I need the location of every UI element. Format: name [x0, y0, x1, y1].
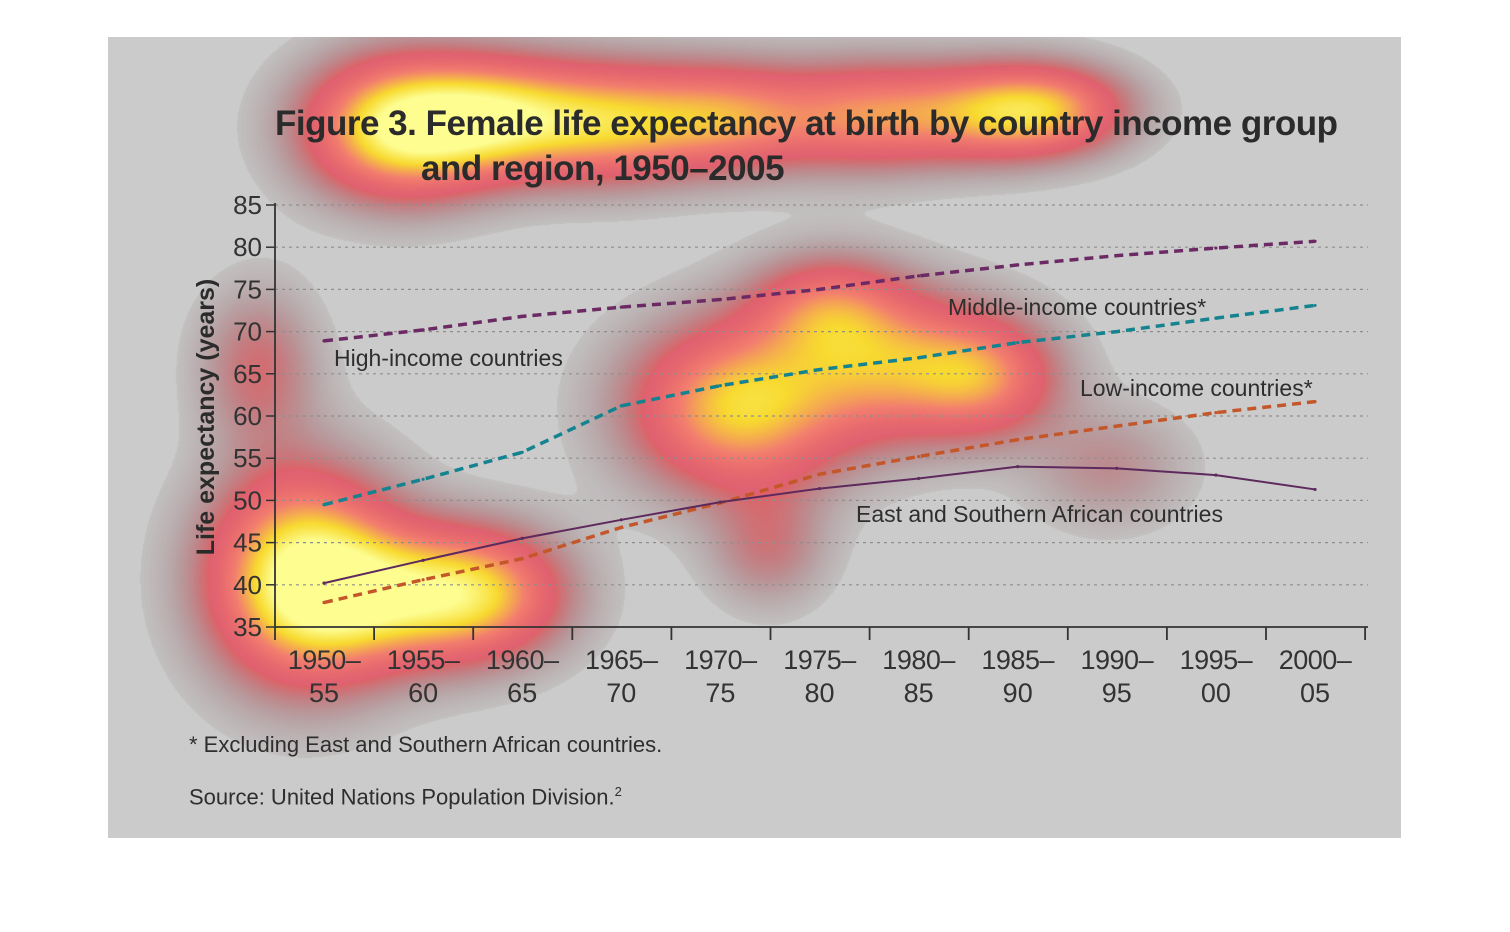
x-tick-label: 75	[705, 678, 735, 708]
x-tick-label: 1965–	[585, 645, 658, 675]
data-point	[817, 287, 822, 291]
data-point	[1115, 254, 1119, 258]
data-point	[1313, 239, 1317, 243]
data-point	[322, 581, 326, 585]
data-point	[1214, 246, 1218, 250]
data-point	[817, 367, 822, 372]
data-point	[1313, 400, 1317, 404]
data-point	[322, 339, 326, 343]
attention-heatmap-overlay	[108, 37, 1401, 838]
x-tick-label: 55	[309, 678, 339, 708]
x-tick-label: 95	[1102, 678, 1132, 708]
data-point	[1115, 330, 1119, 334]
data-point	[917, 274, 921, 278]
chart-title-line-1: Figure 3. Female life expectancy at birt…	[275, 104, 1338, 143]
data-point	[917, 454, 921, 459]
x-tick-label: 1975–	[783, 645, 856, 675]
series-label: High-income countries	[334, 345, 563, 371]
chart-title-line-2: and region, 1950–2005	[421, 149, 785, 188]
data-point	[718, 384, 723, 388]
x-tick-label: 90	[1003, 678, 1033, 708]
data-point	[1214, 316, 1218, 320]
data-point	[520, 536, 524, 540]
x-tick-label: 1950–	[288, 645, 361, 675]
x-tick-label: 1955–	[387, 645, 460, 675]
data-point	[1313, 487, 1317, 492]
figure-panel: Figure 3. Female life expectancy at birt…	[108, 37, 1401, 838]
data-point	[718, 297, 723, 302]
data-point	[1016, 465, 1020, 469]
x-tick-label: 60	[408, 678, 438, 708]
y-tick-label: 50	[233, 485, 262, 515]
data-point	[718, 500, 723, 504]
data-point	[1016, 438, 1020, 442]
x-tick-label: 80	[804, 678, 834, 708]
x-tick-label: 1960–	[486, 645, 559, 675]
y-tick-label: 45	[233, 528, 262, 558]
x-tick-label: 65	[507, 678, 537, 708]
y-tick-label: 65	[233, 359, 262, 389]
y-tick-label: 40	[233, 570, 262, 600]
data-point	[421, 477, 425, 481]
data-point	[1214, 473, 1218, 477]
source-reference: 2	[614, 784, 622, 799]
x-tick-label: 1980–	[882, 645, 955, 675]
data-point	[1016, 263, 1020, 267]
data-point	[520, 314, 524, 319]
x-tick-label: 85	[904, 678, 934, 708]
y-axis-label: Life expectancy (years)	[192, 279, 220, 556]
data-point	[817, 486, 822, 491]
data-point	[421, 558, 425, 562]
data-point	[1115, 424, 1119, 428]
data-point	[520, 450, 524, 454]
data-point	[1115, 466, 1119, 470]
data-point	[1214, 411, 1218, 415]
data-point	[917, 356, 921, 360]
source-text: Source: United Nations Population Divisi…	[189, 784, 615, 810]
x-tick-label: 70	[606, 678, 636, 708]
data-point	[1016, 340, 1020, 345]
y-tick-label: 55	[233, 443, 262, 473]
x-tick-label: 1970–	[684, 645, 757, 675]
data-point	[619, 518, 623, 522]
data-point	[619, 305, 623, 309]
series-label: Low-income countries*	[1080, 375, 1313, 401]
x-tick-label: 05	[1300, 678, 1330, 708]
data-point	[421, 328, 425, 332]
y-tick-label: 75	[233, 274, 262, 304]
x-tick-label: 2000–	[1279, 645, 1352, 675]
x-tick-label: 1985–	[981, 645, 1054, 675]
x-tick-label: 00	[1201, 678, 1231, 708]
x-tick-label: 1995–	[1180, 645, 1253, 675]
y-tick-label: 70	[233, 317, 262, 347]
y-tick-label: 80	[233, 232, 262, 262]
data-point	[421, 578, 425, 582]
series-line-1	[323, 239, 1316, 343]
y-tick-label: 60	[233, 401, 262, 431]
series-label: Middle-income countries*	[948, 294, 1206, 320]
y-tick-label: 85	[233, 190, 262, 220]
data-point	[619, 404, 623, 408]
line-chart: 85807570656055504540351950–551955–601960…	[192, 190, 1368, 708]
source-note: Source: United Nations Population Divisi…	[189, 785, 622, 808]
y-tick-label: 35	[233, 612, 262, 642]
x-tick-label: 1990–	[1081, 645, 1154, 675]
data-point	[520, 557, 524, 561]
footnote: * Excluding East and Southern African co…	[189, 732, 663, 757]
data-point	[917, 476, 921, 481]
series-label: East and Southern African countries	[856, 501, 1223, 527]
data-point	[619, 525, 623, 530]
data-point	[1313, 303, 1317, 308]
data-point	[322, 600, 326, 605]
data-point	[322, 503, 326, 507]
data-point	[817, 472, 822, 476]
